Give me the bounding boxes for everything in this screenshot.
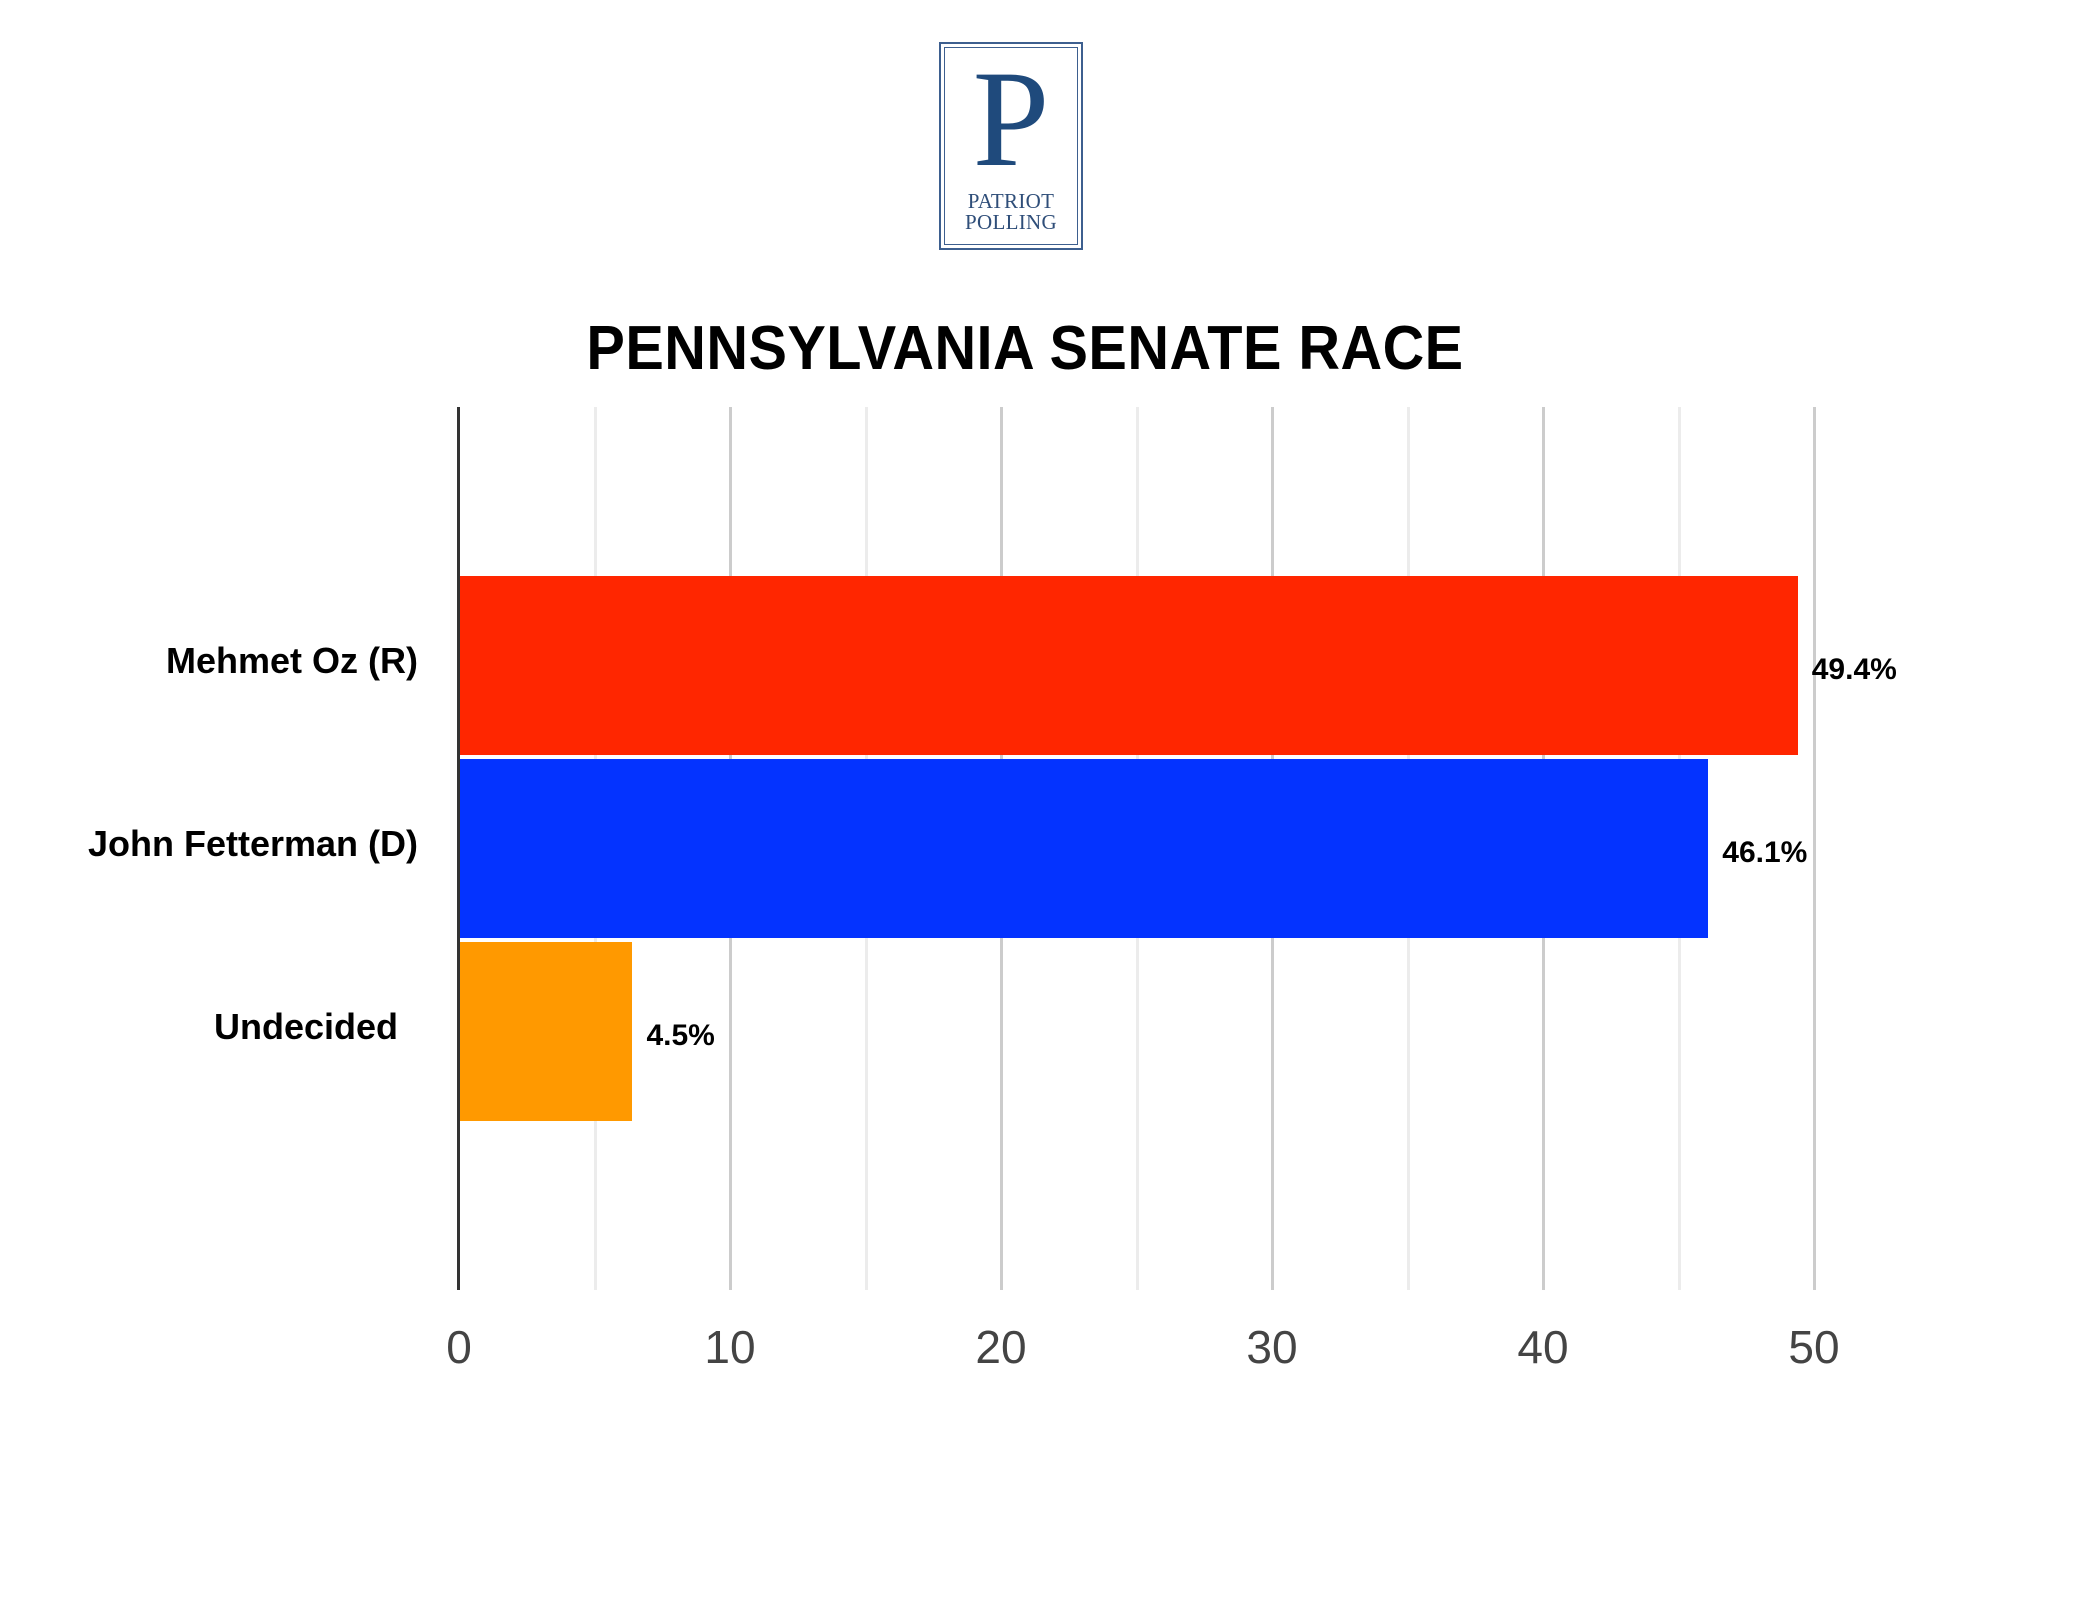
x-tick-label: 0 — [446, 1321, 472, 1373]
major-gridline — [1813, 407, 1816, 1290]
category-label: Undecided — [213, 1005, 398, 1047]
x-tick-label: 10 — [704, 1321, 756, 1373]
bar-value-label: 46.1% — [1722, 835, 1808, 869]
plot-area: 49.4% 46.1% 4.5% — [457, 407, 1909, 1290]
x-tick-label: 50 — [1788, 1321, 1840, 1373]
patriot-polling-logo: P PATRIOT POLLING — [939, 42, 1083, 250]
logo-text-line1: PATRIOT — [967, 189, 1055, 213]
x-tick-label: 30 — [1246, 1321, 1298, 1373]
bar-fetterman — [459, 759, 1709, 938]
logo-inner-border — [944, 47, 1078, 245]
bar-value-label: 4.5% — [646, 1018, 715, 1052]
bar-undecided — [459, 942, 633, 1121]
y-axis-line — [457, 407, 460, 1290]
category-label: John Fetterman (D) — [87, 822, 418, 864]
bar-value-label: 49.4% — [1811, 652, 1897, 686]
x-tick-label: 20 — [975, 1321, 1027, 1373]
bar-oz — [459, 576, 1798, 755]
logo-letter: P — [972, 42, 1050, 195]
category-label: Mehmet Oz (R) — [166, 639, 418, 681]
logo-text-line2: POLLING — [965, 210, 1057, 234]
chart-title: PENNSYLVANIA SENATE RACE — [586, 314, 1464, 383]
x-tick-label: 40 — [1517, 1321, 1569, 1373]
